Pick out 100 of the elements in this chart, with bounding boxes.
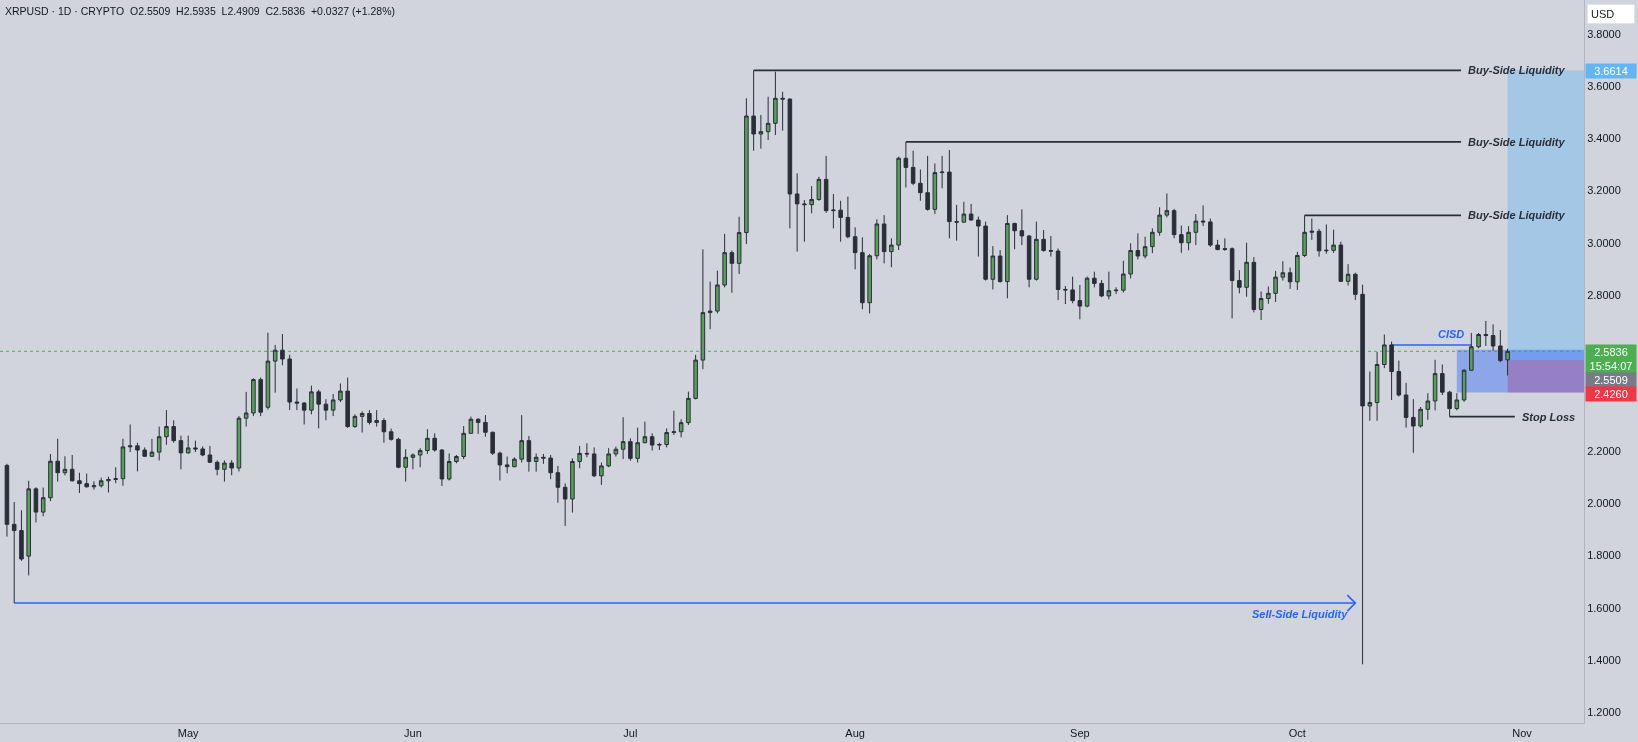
y-tick-label: 3.8000 [1587, 28, 1621, 41]
candlestick [649, 432, 655, 452]
candlestick [620, 416, 626, 460]
x-tick-label: Aug [845, 727, 865, 740]
candlestick [838, 200, 843, 243]
candlestick [606, 447, 611, 468]
candlestick [330, 393, 336, 417]
candlestick [439, 448, 445, 487]
candlestick [809, 185, 814, 214]
candlestick [526, 435, 532, 473]
candlestick [678, 418, 684, 438]
candlestick [860, 236, 865, 310]
candlestick [976, 216, 981, 258]
candlestick [628, 437, 633, 462]
candlestick [345, 377, 350, 429]
candlestick [374, 409, 379, 428]
candlestick [287, 354, 292, 411]
y-tick-label: 1.2000 [1587, 705, 1621, 718]
candlestick [1113, 286, 1119, 295]
candlestick [599, 462, 604, 486]
series-label: Stop Loss [1522, 411, 1576, 423]
candlestick [1077, 284, 1083, 320]
candlestick [243, 391, 249, 428]
candlestick [1483, 320, 1489, 347]
x-tick-label: Nov [1512, 727, 1533, 740]
candlestick [4, 463, 10, 538]
candlestick [1476, 332, 1481, 349]
candlestick [823, 155, 829, 214]
candlestick [1092, 271, 1097, 288]
text: 2.5509 [1594, 374, 1628, 386]
candlestick [113, 466, 118, 484]
candlestick [1106, 271, 1112, 300]
x-tick-label: Jul [623, 727, 638, 740]
candlestick [845, 196, 851, 239]
candlestick [461, 425, 466, 460]
candlestick [1135, 232, 1141, 260]
candlestick [1157, 206, 1162, 237]
x-tick-label: Sep [1070, 727, 1090, 740]
candlestick [1179, 225, 1184, 254]
candlestick [889, 237, 894, 268]
candlestick [1215, 239, 1220, 251]
candlestick [403, 448, 408, 483]
candlestick [77, 472, 82, 494]
candlestick [1229, 246, 1235, 319]
candlestick [446, 452, 452, 482]
candlestick [758, 114, 764, 150]
candlestick [222, 459, 227, 483]
candlestick [1142, 236, 1148, 259]
candlestick [1403, 382, 1409, 429]
candlestick [722, 233, 727, 288]
series-label: Buy-Side Liquidity [1468, 136, 1566, 148]
candlestick [1258, 290, 1264, 321]
candlestick [613, 446, 619, 458]
candlestick [910, 150, 916, 186]
candlestick [939, 155, 945, 189]
candlestick [1048, 235, 1054, 258]
candlestick [1461, 368, 1467, 403]
candlestick [417, 447, 423, 468]
candlestick [1432, 359, 1438, 411]
candlestick [736, 216, 742, 275]
candlestick [396, 437, 401, 469]
candlestick [577, 445, 582, 469]
candlestick [251, 377, 256, 417]
candlestick [918, 168, 923, 202]
candlestick [156, 426, 162, 461]
candlestick [1121, 260, 1126, 294]
text: 2.4260 [1594, 388, 1628, 400]
candlestick [744, 97, 749, 245]
candlestick [983, 221, 988, 282]
candlestick [98, 477, 104, 489]
candlestick [1374, 351, 1380, 422]
y-tick-label: 3.6000 [1587, 80, 1621, 93]
y-tick-label: 1.8000 [1587, 549, 1621, 562]
candlestick [1012, 222, 1017, 250]
candlestick [200, 445, 205, 457]
candlestick [693, 354, 698, 400]
candlestick [62, 455, 68, 476]
candlestick [11, 501, 17, 604]
candlestick [591, 446, 597, 478]
candlestick [388, 428, 394, 442]
candlestick [316, 389, 321, 429]
candlestick [1490, 323, 1496, 352]
candlestick [301, 401, 307, 425]
y-tick-label: 1.4000 [1587, 653, 1621, 666]
candlestick [961, 201, 967, 224]
candlestick [207, 445, 213, 464]
candlestick [454, 454, 459, 464]
candlestick [729, 250, 735, 294]
candlestick [1200, 204, 1206, 227]
candlestick [323, 398, 329, 421]
ref-line-label: 2.5836 15:54:07 [1589, 345, 1633, 373]
candlestick [997, 249, 1003, 284]
candlestick [1411, 398, 1416, 454]
candlestick [1498, 329, 1503, 363]
y-axis-title: USD [1591, 8, 1615, 20]
candlestick [33, 486, 39, 523]
candlestick [69, 454, 75, 483]
candlestick [1005, 214, 1010, 299]
candlestick [780, 91, 785, 132]
candlestick [664, 427, 669, 448]
